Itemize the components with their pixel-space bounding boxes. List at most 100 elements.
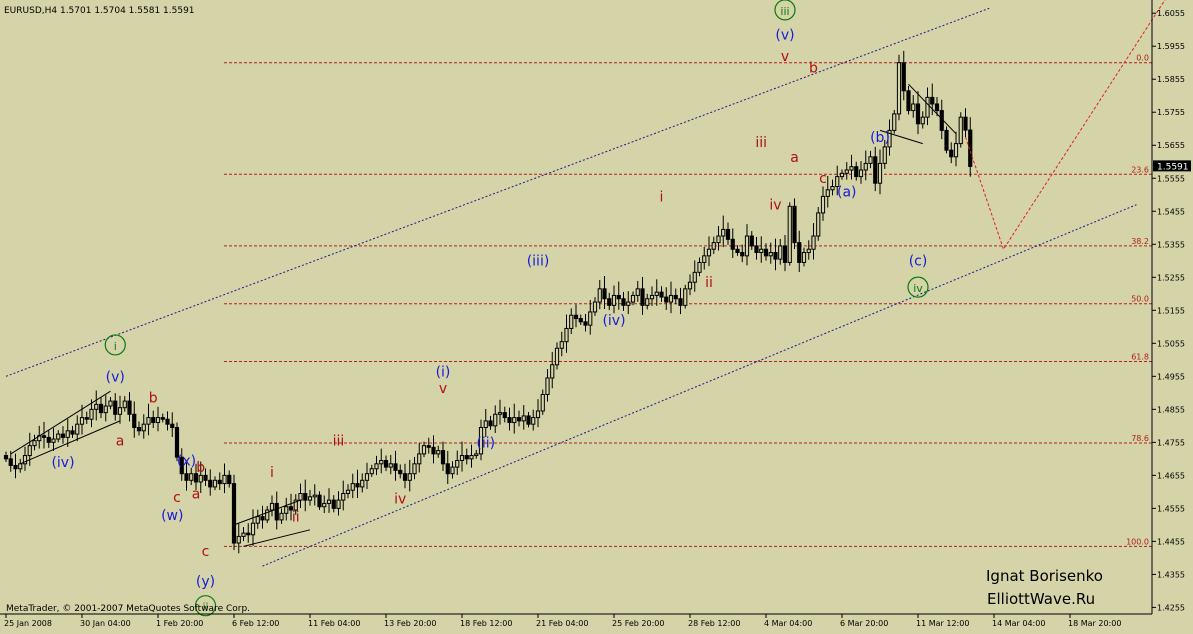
candle-body: [630, 294, 636, 303]
candle-body: [60, 433, 66, 438]
candle-body: [877, 162, 883, 184]
x-tick-label: 14 Mar 04:00: [992, 619, 1045, 628]
x-tick-label: 11 Feb 04:00: [308, 619, 360, 628]
candle-body: [8, 458, 13, 466]
candle-body: [450, 466, 455, 475]
y-tick-label: 1.6055: [1157, 9, 1185, 18]
y-tick-label: 1.4655: [1157, 471, 1185, 480]
candle-body: [322, 502, 327, 508]
x-tick-label: 4 Mar 04:00: [764, 619, 812, 628]
candle-body: [545, 377, 550, 395]
wave-label-circle: [774, 0, 796, 21]
wave-label: v: [781, 49, 789, 65]
candle-body: [269, 502, 275, 511]
candle-body: [279, 512, 284, 521]
wedge-line: [908, 83, 957, 135]
candle-body: [89, 408, 94, 420]
candle-body: [136, 426, 142, 432]
candle-body: [649, 294, 655, 300]
candle-body: [431, 446, 436, 455]
candle-body: [360, 479, 365, 488]
candle-body: [336, 499, 341, 509]
candle-body: [659, 291, 664, 298]
wave-label: iv: [769, 198, 781, 214]
y-tick-label: 1.4955: [1157, 372, 1185, 381]
candle-body: [193, 473, 199, 483]
candle-body: [27, 445, 32, 457]
candle-body: [882, 146, 887, 164]
candle-body: [22, 455, 28, 465]
candle-body: [94, 403, 99, 410]
y-tick-label: 1.5355: [1157, 240, 1185, 249]
candle-body: [288, 506, 294, 511]
candle-body: [873, 156, 878, 184]
candle-body: [502, 412, 507, 419]
candle-body: [32, 440, 37, 447]
x-tick-label: 6 Mar 20:00: [840, 619, 888, 628]
fib-level-label: 50.0: [1131, 295, 1149, 304]
candle-body: [892, 113, 897, 131]
candle-body: [393, 463, 398, 471]
wave-label: a: [192, 486, 201, 502]
wave-label: (i): [436, 364, 451, 380]
candle-body: [265, 509, 270, 521]
candle-body: [930, 96, 935, 105]
wave-label: v: [439, 381, 447, 397]
trend-channel: [5, 7, 1137, 567]
fib-level-label: 0.0: [1136, 54, 1149, 63]
wave-label: iv: [913, 282, 923, 295]
x-tick-label: 18 Mar 20:00: [1068, 619, 1121, 628]
candle-body: [863, 162, 868, 171]
candle-body: [170, 423, 175, 428]
y-tick-label: 1.5155: [1157, 306, 1185, 315]
y-tick-label: 1.5255: [1157, 273, 1185, 282]
wedge-line: [879, 129, 923, 145]
candle-body: [716, 235, 721, 244]
candle-body: [754, 245, 759, 254]
candle-body: [236, 535, 241, 544]
candle-body: [578, 318, 583, 323]
wave-label: (ii): [476, 435, 495, 451]
wave-label: i: [114, 340, 117, 353]
candle-body: [459, 455, 465, 462]
candle-body: [906, 90, 911, 112]
current-price-badge-text: 1.5591: [1157, 162, 1189, 172]
candle-body: [222, 474, 227, 485]
candle-body: [683, 288, 688, 306]
candle-body: [151, 417, 156, 424]
wave-label: i: [270, 465, 274, 481]
candle-body: [611, 294, 617, 306]
x-tick-label: 1 Feb 20:00: [156, 619, 203, 628]
candle-body: [284, 506, 289, 514]
y-tick-label: 1.5455: [1157, 207, 1185, 216]
candle-body: [212, 479, 218, 488]
wave-label-circle: [194, 595, 217, 617]
y-tick-label: 1.5655: [1157, 141, 1185, 150]
wave-label: b: [149, 391, 158, 407]
candle-body: [645, 298, 650, 306]
channel-upper-line: [5, 7, 990, 377]
wave-label: c: [202, 544, 210, 560]
candle-body: [84, 417, 89, 420]
candle-body: [626, 301, 631, 306]
candle-body: [341, 493, 346, 501]
candle-body: [920, 116, 925, 125]
candle-body: [179, 456, 184, 475]
x-tick-label: 13 Feb 20:00: [384, 619, 436, 628]
candle-body: [478, 426, 484, 455]
candle-body: [231, 483, 237, 544]
candle-body: [141, 423, 146, 432]
candle-body: [303, 493, 308, 501]
candle-body: [488, 420, 493, 427]
candle-body: [364, 473, 370, 481]
candle-body: [616, 294, 621, 300]
candle-body: [573, 314, 579, 320]
candle-body: [925, 96, 930, 118]
candle-body: [911, 103, 916, 112]
candle-body: [217, 479, 222, 485]
candle-body: [307, 496, 313, 501]
fib-level-label: 38.2: [1131, 237, 1149, 246]
wave-label: iii: [780, 5, 789, 18]
candle-body: [944, 129, 949, 151]
